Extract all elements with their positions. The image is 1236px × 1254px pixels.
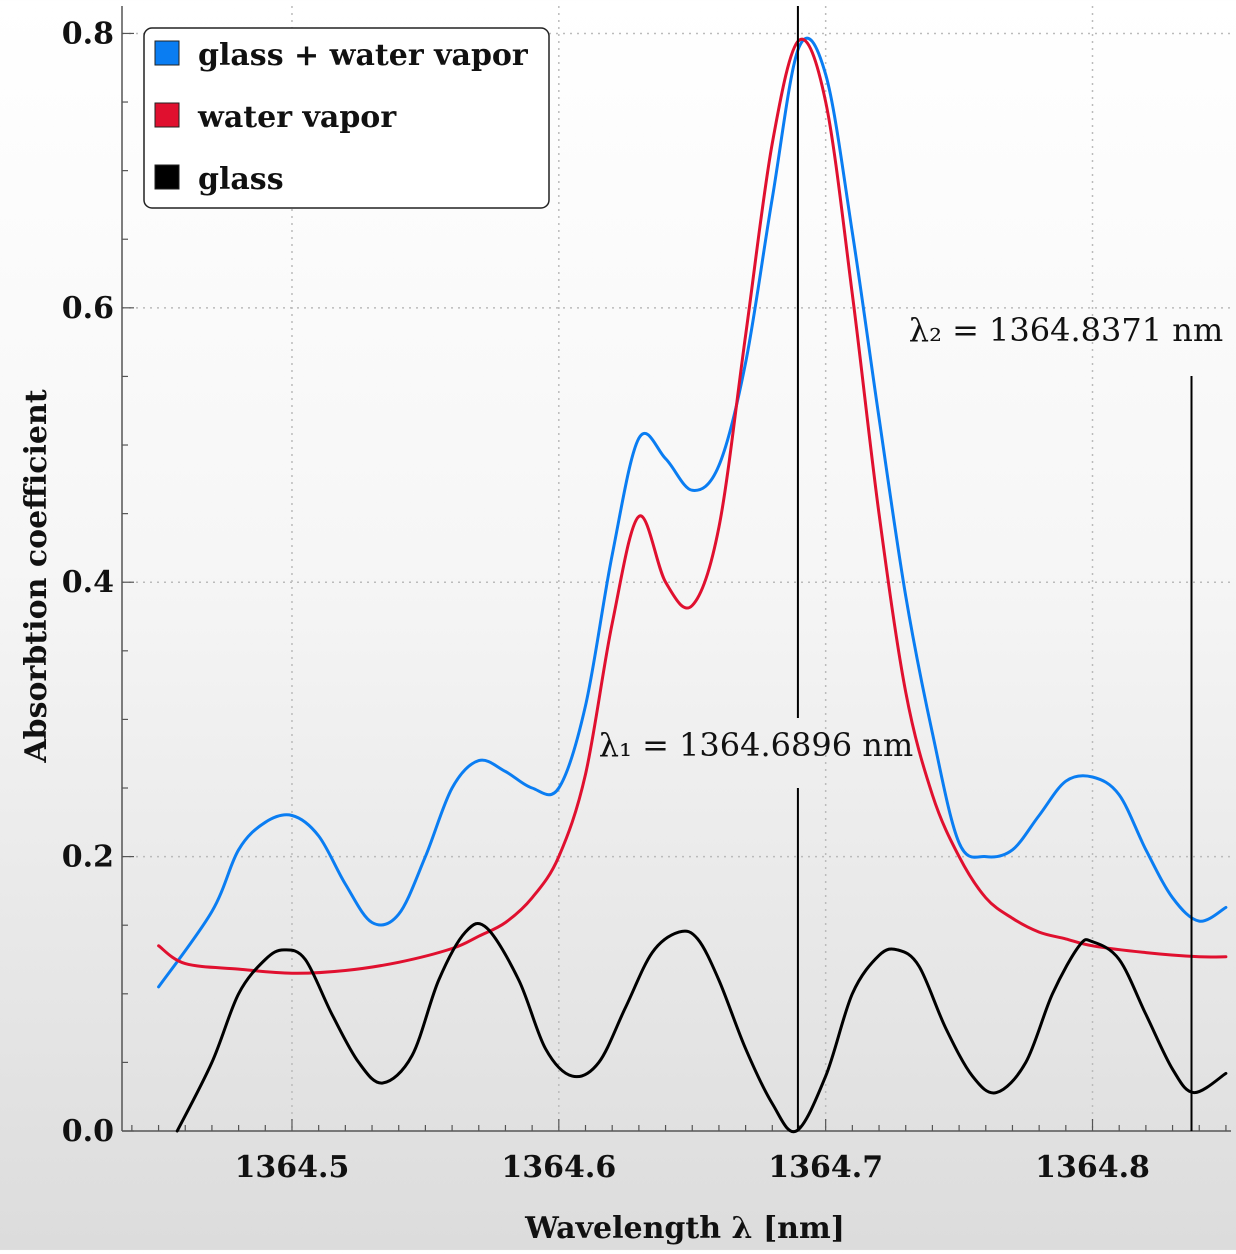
series-line-water-vapor <box>157 37 1228 975</box>
x-tick-label: 1364.5 <box>235 1150 350 1185</box>
x-tick-label: 1364.7 <box>768 1150 883 1185</box>
y-tick-label: 0.4 <box>62 565 114 600</box>
legend-item-glass-water-vapor-label: glass + water vapor <box>198 38 529 73</box>
y-tick-label: 0.6 <box>62 291 114 326</box>
series-lines <box>157 36 1228 1134</box>
x-axis-label: Wavelength λ [nm] <box>524 1211 845 1246</box>
legend-item-glass-water-vapor-swatch <box>154 40 180 66</box>
x-tick-label: 1364.6 <box>501 1150 616 1185</box>
series-line-glass <box>175 921 1228 1134</box>
y-tick-label: 0.0 <box>62 1114 114 1149</box>
legend-item-water-vapor-swatch <box>154 102 180 128</box>
grid <box>122 6 1231 1131</box>
lambda1-label: λ₁ = 1364.6896 nm <box>599 726 913 764</box>
x-tick-label: 1364.8 <box>1035 1150 1150 1185</box>
series-line-glass-water-vapor <box>157 36 1228 989</box>
y-axis-label: Absorbtion coefficient <box>19 389 54 763</box>
legend: glass + water vapor water vapor glass <box>143 27 550 209</box>
legend-item-glass-swatch <box>154 164 180 190</box>
legend-item-water-vapor-label: water vapor <box>197 100 397 135</box>
y-tick-label: 0.2 <box>62 840 114 875</box>
axes: 1364.5 1364.6 1364.7 1364.8 0.0 0.2 0.4 0.6 0.8 <box>62 6 1231 1185</box>
legend-box <box>143 27 550 209</box>
legend-item-glass-label: glass <box>198 162 284 197</box>
y-tick-label: 0.8 <box>62 16 114 51</box>
lambda2-label: λ₂ = 1364.8371 nm <box>909 311 1223 349</box>
annotations: λ₁ = 1364.6896 nm λ₂ = 1364.8371 nm <box>599 6 1223 1131</box>
